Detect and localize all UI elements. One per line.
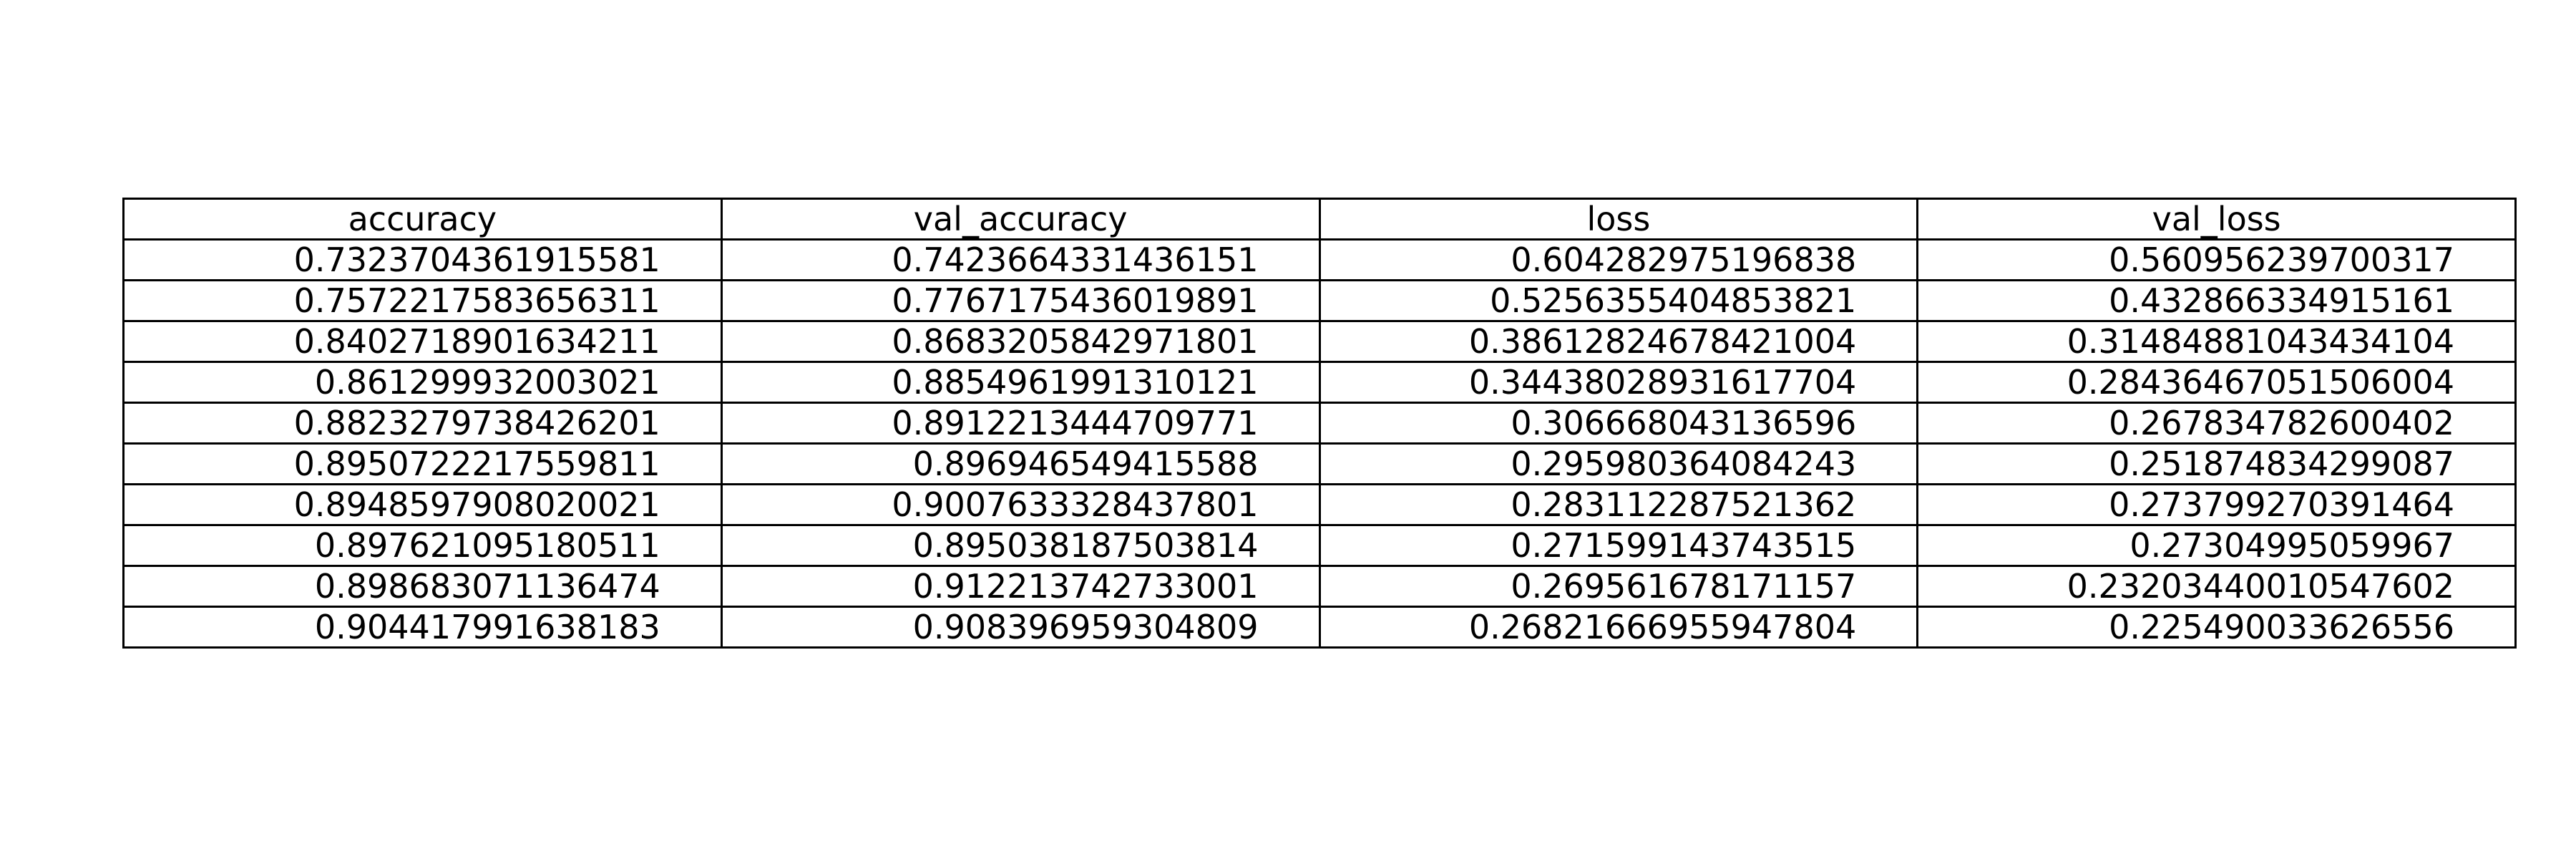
table-body: 0.7323704361915581 0.7423664331436151 0.60… bbox=[122, 238, 2517, 649]
table-cell-val-loss: 0.27304995059967 bbox=[1916, 524, 2517, 567]
table-cell-loss: 0.604282975196838 bbox=[1318, 238, 1919, 281]
table-cell-val-accuracy: 0.7767175436019891 bbox=[720, 279, 1321, 322]
table-row: 0.8950722217559811 0.896946549415588 0.295… bbox=[122, 442, 2517, 485]
table-cell-loss: 0.5256355404853821 bbox=[1318, 279, 1919, 322]
table-cell-accuracy: 0.897621095180511 bbox=[122, 524, 723, 567]
table-cell-loss: 0.283112287521362 bbox=[1318, 483, 1919, 526]
table-cell-loss: 0.26821666955947804 bbox=[1318, 606, 1919, 649]
table-row: 0.8823279738426201 0.8912213444709771 0.30… bbox=[122, 402, 2517, 445]
table-row: 0.8402718901634211 0.8683205842971801 0.38… bbox=[122, 320, 2517, 363]
table-cell-loss: 0.295980364084243 bbox=[1318, 442, 1919, 485]
table-cell-val-loss: 0.31484881043434104 bbox=[1916, 320, 2517, 363]
table-cell-val-loss: 0.28436467051506004 bbox=[1916, 361, 2517, 404]
table-cell-val-loss: 0.560956239700317 bbox=[1916, 238, 2517, 281]
table-row: 0.7323704361915581 0.7423664331436151 0.60… bbox=[122, 238, 2517, 281]
table-cell-accuracy: 0.8950722217559811 bbox=[122, 442, 723, 485]
table-cell-val-accuracy: 0.8854961991310121 bbox=[720, 361, 1321, 404]
header-row: accuracy val_accuracy loss val_loss bbox=[122, 198, 2517, 241]
table-cell-val-loss: 0.23203440010547602 bbox=[1916, 565, 2517, 608]
table-cell-val-accuracy: 0.896946549415588 bbox=[720, 442, 1321, 485]
table-cell-accuracy: 0.7323704361915581 bbox=[122, 238, 723, 281]
table-cell-val-loss: 0.432866334915161 bbox=[1916, 279, 2517, 322]
metrics-table: accuracy val_accuracy loss val_loss 0.73237… bbox=[122, 198, 2517, 649]
metrics-table-container: accuracy val_accuracy loss val_loss 0.73237… bbox=[122, 198, 2517, 649]
table-header: accuracy val_accuracy loss val_loss bbox=[122, 198, 2517, 241]
table-row: 0.861299932003021 0.8854961991310121 0.344… bbox=[122, 361, 2517, 404]
table-row: 0.897621095180511 0.895038187503814 0.2715… bbox=[122, 524, 2517, 567]
table-row: 0.898683071136474 0.912213742733001 0.2695… bbox=[122, 565, 2517, 608]
table-cell-val-loss: 0.273799270391464 bbox=[1916, 483, 2517, 526]
table-cell-loss: 0.38612824678421004 bbox=[1318, 320, 1919, 363]
table-row: 0.7572217583656311 0.7767175436019891 0.52… bbox=[122, 279, 2517, 322]
column-header-accuracy: accuracy bbox=[122, 198, 723, 241]
table-cell-loss: 0.34438028931617704 bbox=[1318, 361, 1919, 404]
table-cell-accuracy: 0.8402718901634211 bbox=[122, 320, 723, 363]
table-cell-val-accuracy: 0.912213742733001 bbox=[720, 565, 1321, 608]
table-row: 0.904417991638183 0.908396959304809 0.2682… bbox=[122, 606, 2517, 649]
table-cell-val-accuracy: 0.8912213444709771 bbox=[720, 402, 1321, 445]
table-cell-val-accuracy: 0.8683205842971801 bbox=[720, 320, 1321, 363]
table-cell-val-accuracy: 0.7423664331436151 bbox=[720, 238, 1321, 281]
table-cell-loss: 0.306668043136596 bbox=[1318, 402, 1919, 445]
table-cell-accuracy: 0.898683071136474 bbox=[122, 565, 723, 608]
table-cell-val-loss: 0.225490033626556 bbox=[1916, 606, 2517, 649]
table-cell-loss: 0.271599143743515 bbox=[1318, 524, 1919, 567]
table-cell-val-accuracy: 0.9007633328437801 bbox=[720, 483, 1321, 526]
table-row: 0.8948597908020021 0.9007633328437801 0.28… bbox=[122, 483, 2517, 526]
column-header-val-loss: val_loss bbox=[1916, 198, 2517, 241]
table-cell-loss: 0.269561678171157 bbox=[1318, 565, 1919, 608]
column-header-val-accuracy: val_accuracy bbox=[720, 198, 1321, 241]
table-cell-accuracy: 0.8948597908020021 bbox=[122, 483, 723, 526]
table-cell-accuracy: 0.8823279738426201 bbox=[122, 402, 723, 445]
table-cell-val-loss: 0.251874834299087 bbox=[1916, 442, 2517, 485]
table-cell-accuracy: 0.7572217583656311 bbox=[122, 279, 723, 322]
table-cell-val-accuracy: 0.895038187503814 bbox=[720, 524, 1321, 567]
table-cell-val-accuracy: 0.908396959304809 bbox=[720, 606, 1321, 649]
column-header-loss: loss bbox=[1318, 198, 1919, 241]
table-cell-accuracy: 0.861299932003021 bbox=[122, 361, 723, 404]
table-cell-accuracy: 0.904417991638183 bbox=[122, 606, 723, 649]
table-cell-val-loss: 0.267834782600402 bbox=[1916, 402, 2517, 445]
